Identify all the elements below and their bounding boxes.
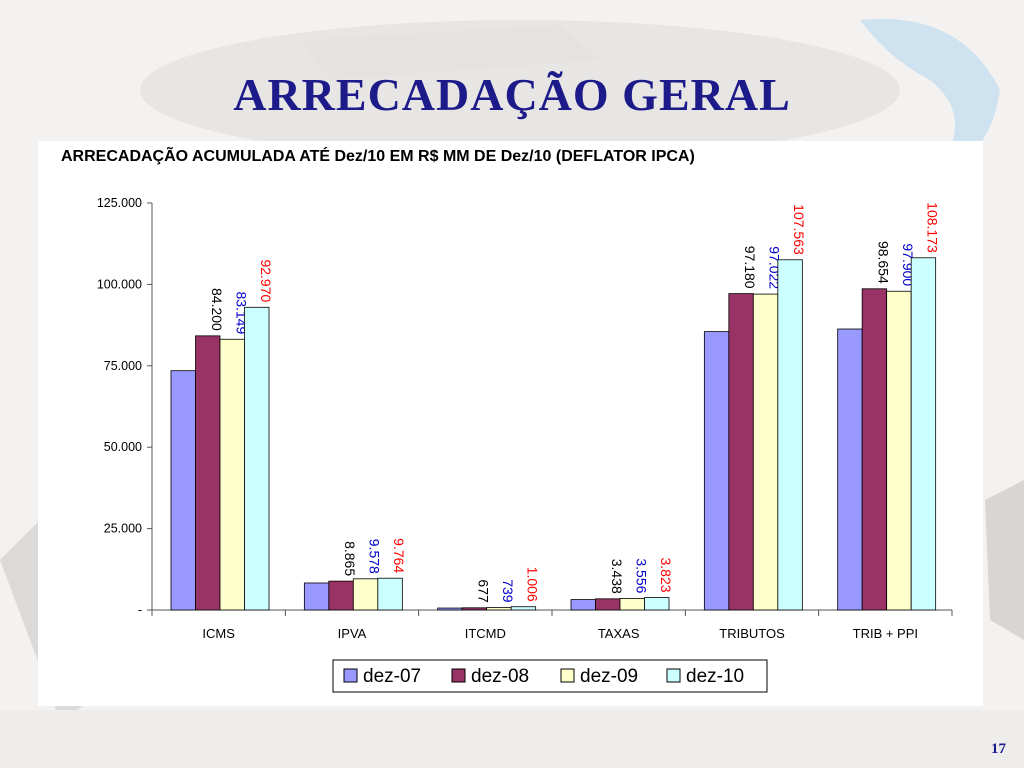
legend-swatch-dez-10 [666,668,681,683]
bar-chart: ARRECADAÇÃO ACUMULADA ATÉ Dez/10 EM R$ M… [61,145,953,693]
y-tick-label: 125.000 [97,196,142,210]
category-label: ICMS [202,626,235,641]
slide-title: ARRECADAÇÃO GERAL [233,69,791,120]
data-label: 98.654 [875,241,891,284]
bar-dez-10 [510,606,537,611]
bar-dez-08 [328,580,354,611]
legend-label-dez-08: dez-08 [471,666,529,687]
legend-label-dez-09: dez-09 [580,666,638,687]
data-label: 3.438 [609,559,625,594]
bar-dez-07 [837,328,863,611]
data-label: 84.200 [209,288,225,331]
data-label: 3.556 [633,558,649,593]
data-label: 108.173 [924,202,940,253]
legend-box [332,659,768,693]
bar-dez-10 [910,257,937,611]
bar-dez-09 [752,293,779,611]
y-tick-label: 25.000 [104,522,142,536]
y-tick-label: 50.000 [104,440,142,454]
bar-dez-09 [886,290,912,611]
legend-swatch-dez-07 [343,668,358,683]
category-label: TAXAS [598,626,640,641]
bar-dez-07 [703,331,730,611]
bar-dez-08 [595,598,621,611]
bar-dez-10 [777,259,803,611]
legend-label-dez-10: dez-10 [686,666,744,687]
data-label: 9.578 [367,539,383,574]
legend-label-dez-07: dez-07 [363,666,421,687]
data-label: 92.970 [258,259,274,302]
bar-dez-09 [352,578,379,611]
legend-swatch-dez-09 [560,668,575,683]
bar-dez-09 [486,607,512,611]
data-label: 3.823 [658,558,674,593]
bar-dez-07 [570,599,596,611]
data-label: 677 [475,579,491,603]
bar-dez-09 [619,598,645,611]
bar-dez-07 [303,582,330,611]
category-label: TRIBUTOS [719,626,785,641]
data-label: 97.180 [742,246,758,289]
bar-dez-07 [437,607,463,611]
page-number: 17 [991,741,1006,757]
data-label: 8.865 [342,541,358,576]
data-label: 107.563 [791,204,807,255]
y-tick-label: 100.000 [97,277,142,291]
bar-dez-07 [170,370,196,611]
data-label: 739 [500,579,516,603]
bar-dez-10 [377,577,403,611]
data-label: 1.006 [524,567,540,602]
bar-dez-08 [461,607,488,611]
bar-dez-08 [861,288,888,611]
bar-dez-09 [219,338,245,611]
category-label: ITCMD [465,626,506,641]
chart-panel: ARRECADAÇÃO ACUMULADA ATÉ Dez/10 EM R$ M… [38,141,983,706]
chart-title: ARRECADAÇÃO ACUMULADA ATÉ Dez/10 EM R$ M… [61,145,695,165]
y-tick-label: - [138,603,142,617]
data-label: 9.764 [391,538,407,573]
y-tick-label: 75.000 [104,359,142,373]
category-label: TRIB + PPI [853,626,918,641]
category-label: IPVA [338,626,367,641]
bar-dez-08 [728,293,754,611]
legend-swatch-dez-08 [451,668,466,683]
bar-dez-08 [195,335,221,611]
bar-dez-10 [644,597,670,611]
bar-dez-10 [244,306,270,611]
